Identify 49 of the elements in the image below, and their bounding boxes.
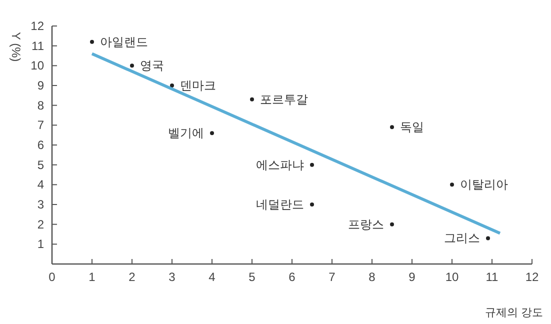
y-axis-title: Y (%) <box>9 32 23 62</box>
y-tick-label: 7 <box>37 118 44 132</box>
y-tick-label: 1 <box>37 237 44 252</box>
point <box>310 202 314 206</box>
annotation: 아일랜드 <box>100 34 148 49</box>
x-tick-label: 4 <box>208 270 216 284</box>
annotation: 포르투갈 <box>260 92 308 106</box>
annotation: 프랑스 <box>348 217 384 232</box>
point <box>310 162 314 167</box>
y-tick-label: 12 <box>30 19 44 33</box>
x-tick-label: 6 <box>288 270 296 284</box>
point <box>390 222 394 226</box>
x-tick-label: 3 <box>168 270 176 284</box>
y-tick-label: 6 <box>37 138 44 152</box>
annotation: 벨기에 <box>168 126 204 140</box>
x-tick-label: 9 <box>408 270 416 284</box>
x-axis-title: 규제의 강도 <box>484 307 543 319</box>
y-tick-label: 5 <box>37 158 44 172</box>
y-tick-label: 9 <box>37 78 44 92</box>
point <box>250 97 254 102</box>
y-tick-label: 11 <box>32 38 44 53</box>
annotation: 영국 <box>140 58 164 73</box>
x-tick-label: 8 <box>368 270 376 284</box>
point <box>450 182 454 187</box>
y-tick-label: 8 <box>37 98 44 112</box>
annotation: 독일 <box>400 120 424 134</box>
point <box>130 64 134 68</box>
x-tick-label: 7 <box>328 270 336 284</box>
y-tick-label: 3 <box>37 198 44 212</box>
annotation: 네덜란드 <box>256 198 304 212</box>
point <box>90 40 94 44</box>
x-tick-label: 0 <box>48 270 56 284</box>
y-tick-label: 2 <box>37 217 44 232</box>
x-tick-label: 10 <box>445 270 459 284</box>
x-tick-label: 2 <box>128 270 136 284</box>
x-tick-label: 12 <box>525 270 539 284</box>
annotation: 에스파냐 <box>256 158 304 172</box>
y-tick-label: 10 <box>30 58 44 73</box>
x-tick-label: 1 <box>88 270 96 284</box>
point <box>486 236 490 240</box>
x-tick-label: 5 <box>248 270 256 284</box>
annotation: 이탈리아 <box>460 178 508 192</box>
y-tick-label: 4 <box>37 178 44 192</box>
point <box>390 125 394 130</box>
x-tick-label: 11 <box>486 270 499 284</box>
annotation: 덴마크 <box>180 78 216 92</box>
annotation: 그리스 <box>444 231 480 246</box>
point <box>170 84 174 88</box>
point <box>210 131 214 136</box>
